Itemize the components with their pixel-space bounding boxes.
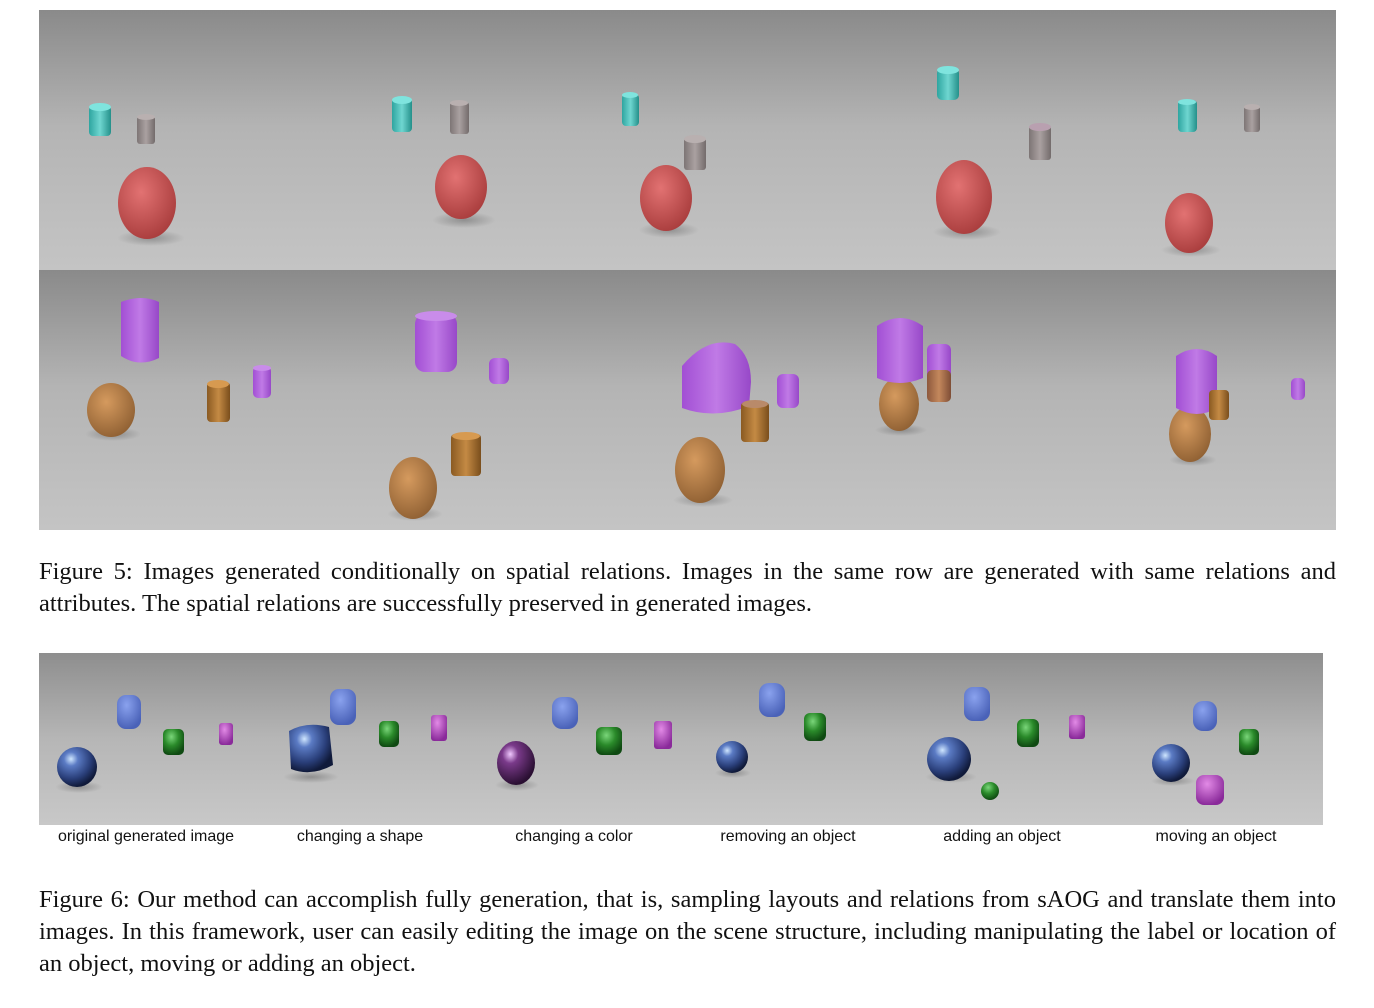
panel-label-original: original generated image (57, 828, 235, 845)
panel-label-moving-object: moving an object (1155, 828, 1277, 845)
figure6-panel-labels: original generated image changing a shap… (39, 828, 1323, 852)
figure6-caption: Figure 6: Our method can accomplish full… (39, 886, 1336, 977)
figure5-image-grid (39, 10, 1336, 530)
figure5-caption: Figure 5: Images generated conditionally… (39, 558, 1336, 617)
figure6-image-strip (39, 653, 1323, 825)
panel-label-changing-color: changing a color (515, 828, 633, 845)
panel-label-changing-shape: changing a shape (296, 828, 424, 845)
panel-label-removing-object: removing an object (720, 828, 856, 845)
panel-label-adding-object: adding an object (943, 828, 1061, 845)
